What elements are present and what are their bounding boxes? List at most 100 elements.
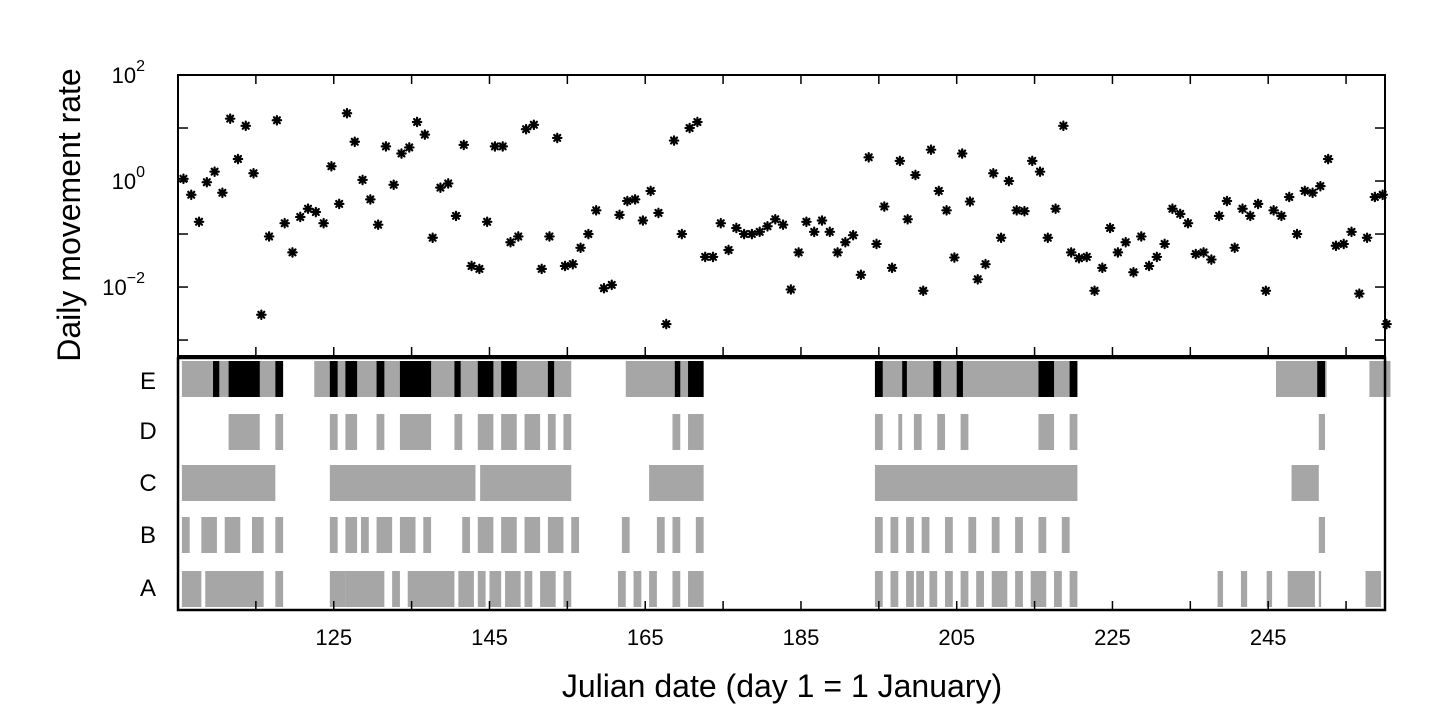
- data-point: [1260, 285, 1272, 297]
- data-point: [365, 194, 376, 205]
- data-point: [777, 219, 789, 230]
- data-point: [684, 122, 695, 134]
- data-point: [1058, 120, 1069, 132]
- data-point: [551, 132, 563, 144]
- raster-gray-segment-A: [1266, 571, 1273, 607]
- row-label-B: B: [140, 522, 156, 549]
- data-point: [676, 228, 688, 240]
- data-point: [972, 273, 984, 285]
- raster-gray-segment-D: [1318, 414, 1326, 450]
- raster-gray-segment-C: [649, 465, 704, 501]
- data-point: [512, 231, 524, 242]
- data-point: [1050, 203, 1061, 215]
- data-point: [988, 167, 999, 179]
- data-point: [1299, 185, 1311, 197]
- data-point: [567, 258, 579, 270]
- raster-gray-segment-B: [890, 517, 899, 553]
- data-point: [1003, 175, 1015, 187]
- data-point: [427, 232, 438, 244]
- raster-gray-segment-B: [251, 517, 264, 553]
- data-point: [1011, 205, 1022, 216]
- raster-gray-segment-A: [1054, 571, 1062, 607]
- data-point: [980, 258, 991, 270]
- data-point: [474, 263, 485, 275]
- raster-gray-segment-A: [916, 571, 925, 607]
- raster-gray-segment-B: [921, 517, 930, 553]
- raster-gray-segment-B: [376, 517, 393, 553]
- raster-gray-segment-A: [945, 571, 953, 607]
- data-point: [248, 167, 259, 179]
- raster-black-segment-E: [933, 361, 942, 397]
- data-point: [808, 226, 820, 238]
- data-point: [1190, 248, 1202, 260]
- raster-black-segment-E: [477, 361, 494, 397]
- raster-gray-segment-A: [672, 571, 681, 607]
- data-point: [707, 251, 719, 263]
- data-point: [1237, 203, 1248, 215]
- raster-black-segment-E: [399, 361, 432, 397]
- raster-black-segment-E: [688, 361, 704, 397]
- data-point: [341, 107, 353, 119]
- raster-gray-segment-A: [688, 571, 704, 607]
- raster-gray-segment-B: [275, 517, 284, 553]
- data-point: [1291, 228, 1303, 240]
- raster-gray-segment-A: [1015, 571, 1023, 607]
- raster-black-segment-E: [902, 361, 907, 397]
- raster-gray-segment-A: [1287, 571, 1315, 607]
- data-point: [1120, 236, 1131, 248]
- raster-gray-segment-A: [874, 571, 883, 607]
- data-point: [1244, 210, 1256, 222]
- data-point: [372, 219, 384, 230]
- raster-gray-segment-B: [656, 517, 665, 553]
- raster-gray-segment-D: [376, 414, 385, 450]
- data-point: [357, 174, 368, 186]
- raster-gray-segment-D: [688, 414, 704, 450]
- data-point: [863, 152, 875, 163]
- data-point: [902, 213, 913, 225]
- row-label-C: C: [139, 470, 156, 497]
- data-point: [458, 139, 470, 151]
- data-point: [442, 178, 454, 189]
- raster-gray-segment-B: [571, 517, 580, 553]
- data-point: [801, 216, 812, 228]
- data-point: [1089, 285, 1100, 297]
- data-point: [583, 228, 594, 240]
- data-point: [1167, 203, 1178, 215]
- data-point: [910, 169, 921, 181]
- data-point: [232, 153, 244, 165]
- x-axis-label: Julian date (day 1 = 1 January): [562, 668, 1002, 704]
- raster-black-segment-E: [329, 361, 338, 397]
- raster-gray-segment-B: [1318, 517, 1326, 553]
- data-point: [1182, 217, 1194, 229]
- raster-gray-segment-B: [906, 517, 914, 553]
- data-point: [1330, 240, 1342, 252]
- raster-gray-segment-A: [649, 571, 657, 607]
- row-label-E: E: [140, 368, 156, 395]
- row-label-A: A: [140, 575, 156, 602]
- raster-gray-segment-B: [672, 517, 681, 553]
- data-point: [1042, 232, 1054, 244]
- data-point: [995, 232, 1007, 244]
- data-point: [590, 205, 602, 216]
- data-point: [1381, 318, 1392, 330]
- data-point: [598, 282, 610, 294]
- data-point: [1315, 180, 1326, 192]
- x-tick-label: 225: [1094, 625, 1131, 650]
- data-point: [723, 244, 734, 256]
- data-point: [193, 216, 205, 228]
- data-point: [1112, 247, 1124, 258]
- y-tick-label: 102: [112, 58, 145, 88]
- data-point: [614, 209, 625, 221]
- data-point: [653, 207, 664, 219]
- raster-gray-segment-B: [345, 517, 358, 553]
- raster-gray-segment-D: [454, 414, 463, 450]
- data-point: [544, 231, 555, 242]
- raster-black-segment-E: [275, 361, 284, 397]
- data-point: [419, 129, 431, 140]
- raster-gray-segment-D: [563, 414, 572, 450]
- raster-gray-segment-B: [181, 517, 190, 553]
- data-point: [1252, 198, 1264, 210]
- data-point: [1221, 195, 1233, 207]
